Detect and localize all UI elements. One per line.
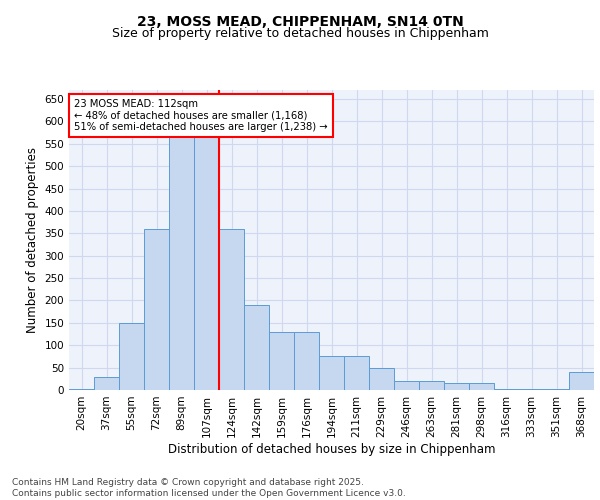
Bar bbox=[469, 384, 494, 390]
Bar bbox=[94, 376, 119, 390]
X-axis label: Distribution of detached houses by size in Chippenham: Distribution of detached houses by size … bbox=[168, 442, 495, 456]
Bar bbox=[444, 384, 469, 390]
Bar bbox=[294, 332, 319, 390]
Bar bbox=[419, 381, 444, 390]
Bar bbox=[319, 356, 344, 390]
Text: 23, MOSS MEAD, CHIPPENHAM, SN14 0TN: 23, MOSS MEAD, CHIPPENHAM, SN14 0TN bbox=[137, 15, 463, 29]
Bar bbox=[369, 368, 394, 390]
Bar bbox=[244, 305, 269, 390]
Text: Size of property relative to detached houses in Chippenham: Size of property relative to detached ho… bbox=[112, 28, 488, 40]
Bar bbox=[344, 356, 369, 390]
Bar bbox=[119, 323, 144, 390]
Bar bbox=[169, 112, 194, 390]
Bar bbox=[69, 389, 94, 390]
Bar bbox=[269, 332, 294, 390]
Bar bbox=[569, 372, 594, 390]
Text: Contains HM Land Registry data © Crown copyright and database right 2025.
Contai: Contains HM Land Registry data © Crown c… bbox=[12, 478, 406, 498]
Bar bbox=[494, 388, 519, 390]
Bar bbox=[544, 389, 569, 390]
Bar bbox=[394, 381, 419, 390]
Bar bbox=[144, 229, 169, 390]
Y-axis label: Number of detached properties: Number of detached properties bbox=[26, 147, 39, 333]
Bar bbox=[194, 117, 219, 390]
Text: 23 MOSS MEAD: 112sqm
← 48% of detached houses are smaller (1,168)
51% of semi-de: 23 MOSS MEAD: 112sqm ← 48% of detached h… bbox=[74, 99, 328, 132]
Bar bbox=[519, 388, 544, 390]
Bar bbox=[219, 229, 244, 390]
